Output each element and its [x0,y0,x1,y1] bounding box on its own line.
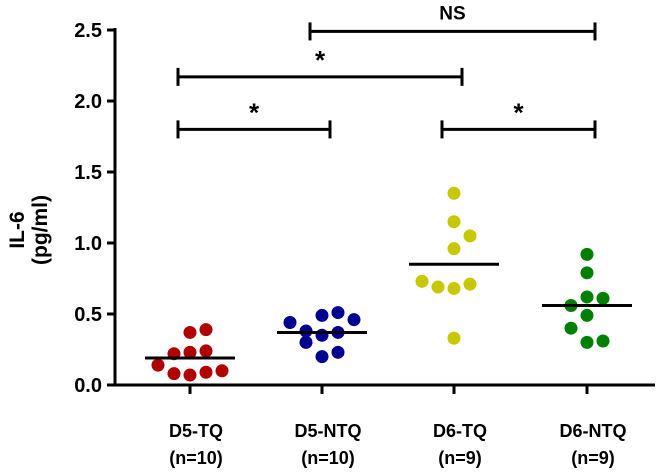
data-point-d6-ntq [580,290,594,304]
data-point-d5-ntq [315,350,329,364]
data-point-d5-ntq [315,328,329,342]
data-point-d6-ntq [596,334,610,348]
data-point-d5-ntq [331,306,345,320]
data-point-d5-tq [183,345,197,359]
data-point-d6-tq [447,186,461,200]
data-point-d5-ntq [315,308,329,322]
y-tick-label: 1.0 [74,233,102,255]
x-tick-n-label: (n=10) [301,448,355,468]
data-point-d6-tq [447,331,461,345]
x-tick-n-label: (n=9) [571,448,615,468]
data-point-d5-tq [199,344,213,358]
significance-label: * [249,97,260,127]
y-tick-label: 2.0 [74,91,102,113]
data-point-d6-tq [431,280,445,294]
x-tick-label: D6-TQ [433,421,487,441]
data-point-d6-tq [463,277,477,291]
data-point-d6-tq [415,274,429,288]
data-point-d5-tq [151,358,165,372]
significance-label: NS [439,3,465,24]
significance-label: * [513,97,524,127]
data-point-d6-ntq [580,335,594,349]
y-tick-label: 2.5 [74,20,102,42]
data-point-d5-tq [199,365,213,379]
data-point-d6-tq [447,281,461,295]
x-tick-label: D6-NTQ [560,421,627,441]
data-point-d5-ntq [331,345,345,359]
y-axis-label: (pg/ml) [29,195,52,265]
data-point-d6-ntq [580,308,594,322]
data-point-d6-tq [447,215,461,229]
y-tick-label: 0.0 [74,375,102,397]
x-tick-label: D5-TQ [169,421,223,441]
data-point-d6-ntq [580,266,594,280]
data-point-d5-tq [167,367,181,381]
y-tick-label: 0.5 [74,304,102,326]
data-point-d6-ntq [564,321,578,335]
y-tick-label: 1.5 [74,162,102,184]
data-point-d6-ntq [580,247,594,261]
data-point-d5-tq [183,368,197,382]
data-point-d5-ntq [347,313,361,327]
x-tick-n-label: (n=9) [438,448,482,468]
x-tick-label: D5-NTQ [295,421,362,441]
data-point-d6-tq [447,242,461,256]
data-point-d5-tq [183,325,197,339]
data-point-d5-ntq [299,335,313,349]
data-point-d6-tq [463,229,477,243]
x-tick-n-label: (n=10) [169,448,223,468]
significance-label: * [315,45,326,75]
y-axis-label: IL-6 [6,211,29,248]
data-point-d5-tq [215,364,229,378]
data-point-d5-tq [199,323,213,337]
data-point-d5-ntq [283,316,297,330]
data-point-d6-ntq [596,291,610,305]
